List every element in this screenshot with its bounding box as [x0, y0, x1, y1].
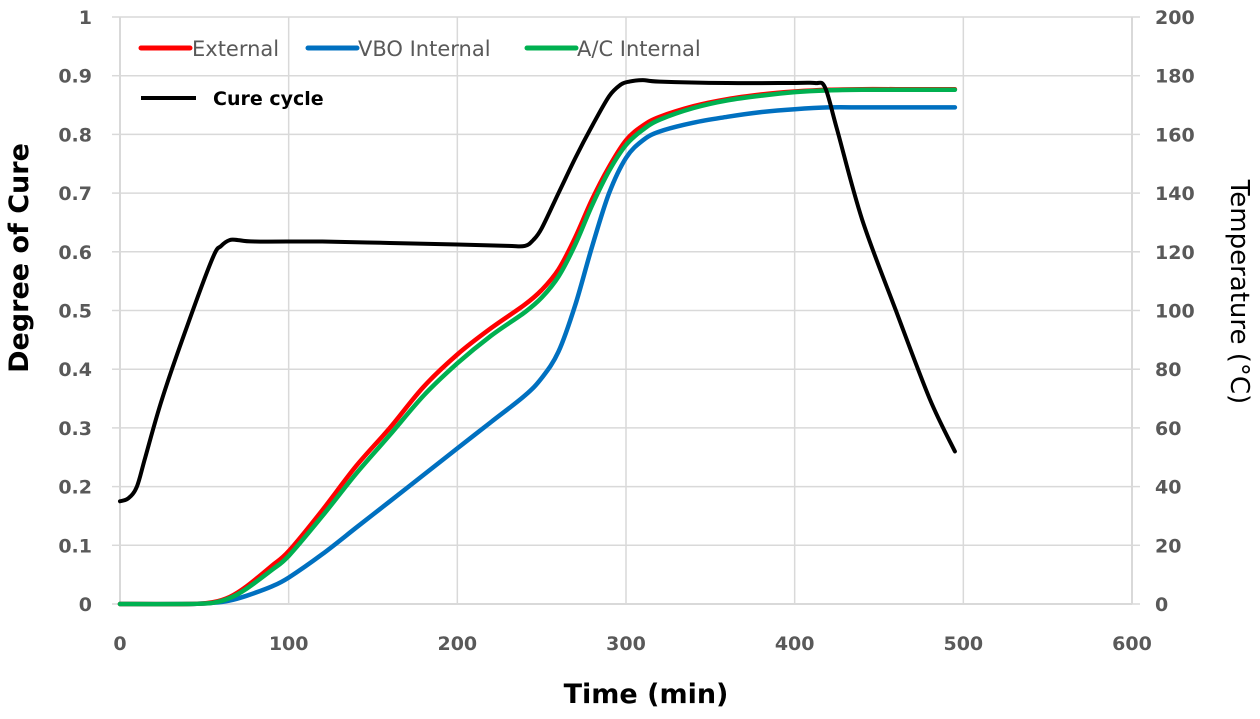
y2-tick-label: 120 [1155, 242, 1195, 264]
x-tick-label: 400 [775, 633, 815, 655]
legend-item-external: External [138, 37, 279, 61]
x-axis-title: Time (min) [564, 679, 729, 710]
x-tick-label: 200 [437, 633, 477, 655]
series-line-vbo-internal [117, 105, 958, 607]
legend-label-vbo-internal: VBO Internal [358, 37, 491, 61]
x-tick-label: 100 [269, 633, 309, 655]
y-tick-label: 0.3 [58, 418, 92, 440]
y2-tick-labels: 0 20 40 60 80 100 120 140 160 180 200 [1155, 7, 1195, 616]
y2-tick-label: 160 [1155, 124, 1195, 146]
y-axis-title: Degree of Cure [4, 143, 35, 373]
series-line-cure-cycle [118, 78, 957, 504]
y-tick-label: 0.4 [58, 359, 92, 381]
legend-item-cure-cycle: Cure cycle [141, 88, 324, 110]
x-tick-labels: 0 100 200 300 400 500 600 [113, 633, 1151, 655]
grid [120, 16, 1132, 604]
legend-label-cure-cycle: Cure cycle [213, 88, 324, 110]
y2-tick-label: 200 [1155, 7, 1195, 29]
legend-item-ac-internal: A/C Internal [524, 37, 701, 61]
y2-tick-label: 20 [1155, 535, 1181, 557]
y-tick-label: 0.8 [58, 124, 92, 146]
y-tick-label: 0.1 [58, 535, 92, 557]
legend-label-ac-internal: A/C Internal [577, 37, 701, 61]
y-tick-labels: 0 0.1 0.2 0.3 0.4 0.5 0.6 0.7 0.8 0.9 1 [58, 7, 92, 616]
y2-tick-label: 100 [1155, 301, 1195, 323]
y-tick-label: 0.9 [58, 66, 92, 88]
y2-tick-label: 0 [1155, 594, 1168, 616]
x-tick-label: 0 [113, 633, 126, 655]
y2-tick-label: 80 [1155, 359, 1181, 381]
series-group [117, 78, 958, 607]
legend: External VBO Internal A/C Internal Cure … [138, 37, 701, 110]
legend-label-external: External [192, 37, 279, 61]
series-line-external [117, 86, 958, 607]
y-tick-label: 0.5 [58, 301, 92, 323]
x-tick-label: 500 [943, 633, 983, 655]
y-tick-label: 1 [79, 7, 92, 29]
y2-tick-label: 140 [1155, 183, 1195, 205]
x-tick-label: 600 [1112, 633, 1152, 655]
legend-item-vbo-internal: VBO Internal [305, 37, 491, 61]
y-tick-label: 0 [79, 594, 92, 616]
x-tick-label: 300 [606, 633, 646, 655]
y-tick-label: 0.7 [58, 183, 92, 205]
y2-tick-label: 40 [1155, 477, 1181, 499]
series-line-ac-internal [117, 87, 958, 607]
y-tick-label: 0.6 [58, 242, 92, 264]
axes [112, 16, 1140, 605]
y-tick-label: 0.2 [58, 477, 92, 499]
y2-tick-label: 180 [1155, 66, 1195, 88]
y2-tick-label: 60 [1155, 418, 1181, 440]
y2-axis-title: Temperature (°C) [1224, 179, 1254, 404]
